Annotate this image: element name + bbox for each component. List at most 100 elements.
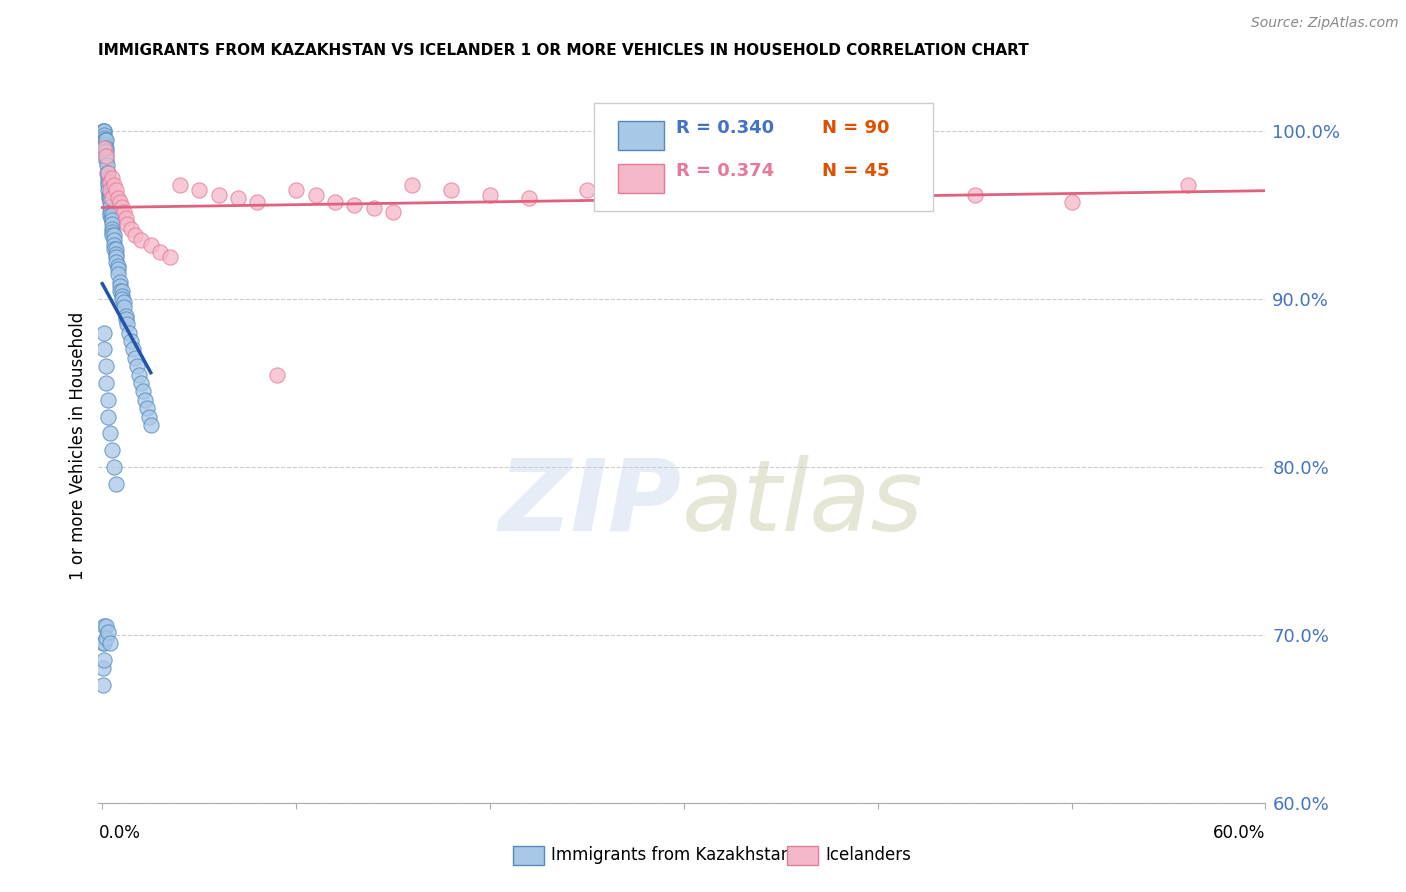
Point	[93, 619, 115, 633]
Point	[91, 678, 114, 692]
Point	[97, 624, 120, 639]
Point	[101, 208, 124, 222]
Point	[97, 188, 120, 202]
Point	[98, 191, 121, 205]
Point	[1060, 194, 1083, 209]
Text: R = 0.374: R = 0.374	[676, 162, 775, 180]
Text: 60.0%: 60.0%	[1213, 824, 1265, 842]
Point	[479, 188, 502, 202]
Point	[98, 191, 121, 205]
Point	[120, 334, 142, 348]
Point	[112, 204, 135, 219]
Point	[323, 194, 346, 209]
Point	[97, 166, 120, 180]
Point	[114, 312, 136, 326]
Point	[96, 141, 118, 155]
Point	[91, 124, 114, 138]
Point	[101, 213, 124, 227]
Point	[93, 343, 115, 357]
Point	[769, 183, 792, 197]
Point	[104, 476, 127, 491]
Point	[93, 653, 115, 667]
Point	[108, 284, 131, 298]
Point	[128, 368, 150, 382]
Text: atlas: atlas	[682, 455, 924, 551]
Point	[97, 183, 120, 197]
Point	[103, 238, 125, 252]
Point	[96, 158, 118, 172]
Point	[103, 178, 125, 192]
Point	[107, 259, 129, 273]
Point	[97, 178, 120, 192]
Point	[112, 301, 135, 315]
Point	[94, 137, 117, 152]
Point	[111, 200, 134, 214]
Point	[98, 204, 121, 219]
Point	[104, 183, 127, 197]
Point	[440, 183, 463, 197]
Point	[101, 217, 124, 231]
Point	[104, 250, 127, 264]
Point	[118, 326, 141, 340]
Text: ZIP: ZIP	[499, 455, 682, 551]
Point	[149, 245, 172, 260]
Point	[207, 188, 229, 202]
Text: Icelanders: Icelanders	[825, 847, 911, 864]
Point	[93, 326, 115, 340]
Point	[103, 460, 125, 475]
Point	[98, 426, 121, 441]
Point	[101, 171, 124, 186]
Point	[672, 194, 695, 209]
Point	[112, 295, 135, 310]
Point	[129, 376, 152, 390]
Point	[575, 183, 598, 197]
Point	[188, 183, 211, 197]
Point	[159, 250, 181, 264]
Point	[96, 153, 118, 167]
Point	[363, 202, 385, 216]
Text: N = 90: N = 90	[823, 120, 890, 137]
Text: Immigrants from Kazakhstan: Immigrants from Kazakhstan	[551, 847, 792, 864]
Point	[226, 191, 249, 205]
Point	[96, 149, 118, 163]
Text: N = 45: N = 45	[823, 162, 890, 180]
Y-axis label: 1 or more Vehicles in Household: 1 or more Vehicles in Household	[69, 312, 87, 580]
Point	[401, 178, 423, 192]
Text: IMMIGRANTS FROM KAZAKHSTAN VS ICELANDER 1 OR MORE VEHICLES IN HOUSEHOLD CORRELAT: IMMIGRANTS FROM KAZAKHSTAN VS ICELANDER …	[98, 43, 1029, 58]
Point	[114, 211, 136, 226]
Point	[111, 292, 134, 306]
Point	[124, 228, 146, 243]
Point	[97, 166, 120, 180]
Point	[107, 191, 129, 205]
FancyBboxPatch shape	[617, 164, 665, 193]
Point	[107, 267, 129, 281]
FancyBboxPatch shape	[513, 846, 544, 865]
Point	[343, 198, 366, 212]
Point	[111, 284, 134, 298]
Point	[93, 124, 115, 138]
Point	[96, 619, 118, 633]
Point	[91, 636, 114, 650]
Point	[98, 200, 121, 214]
FancyBboxPatch shape	[617, 121, 665, 150]
Point	[103, 233, 125, 247]
Point	[104, 246, 127, 260]
Point	[97, 171, 120, 186]
Point	[94, 132, 117, 146]
Point	[634, 191, 657, 205]
Point	[96, 359, 118, 374]
Point	[97, 175, 120, 189]
Point	[1177, 178, 1199, 192]
Point	[93, 141, 115, 155]
Point	[266, 368, 288, 382]
Point	[120, 221, 142, 235]
Point	[132, 384, 155, 399]
Point	[108, 194, 131, 209]
Point	[96, 166, 118, 180]
Point	[127, 359, 149, 374]
Point	[963, 188, 986, 202]
Point	[93, 128, 115, 142]
Point	[93, 124, 115, 138]
Point	[96, 149, 118, 163]
Point	[93, 636, 115, 650]
